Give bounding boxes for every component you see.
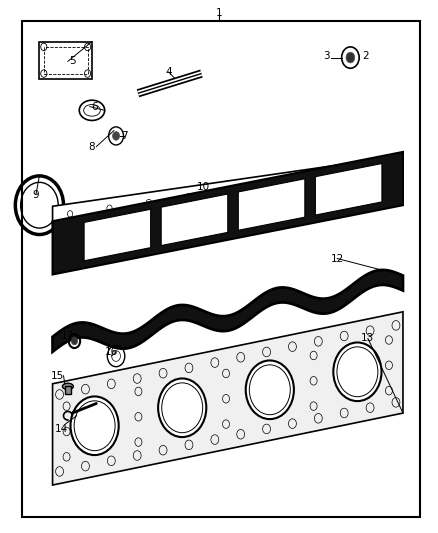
Text: 7: 7: [121, 131, 128, 141]
Text: 2: 2: [362, 51, 369, 61]
Bar: [39, 42, 92, 79]
Text: 4: 4: [165, 67, 172, 77]
Polygon shape: [53, 270, 403, 352]
Bar: [44, 47, 88, 74]
Text: 11: 11: [331, 203, 344, 213]
Text: 15: 15: [50, 371, 64, 381]
Polygon shape: [53, 156, 403, 227]
Text: 8: 8: [88, 142, 95, 151]
Ellipse shape: [62, 383, 73, 390]
Circle shape: [71, 337, 78, 345]
Text: 13: 13: [361, 334, 374, 343]
Text: 12: 12: [331, 254, 344, 263]
Text: 3: 3: [323, 51, 330, 61]
Text: 9: 9: [32, 190, 39, 199]
Text: 5: 5: [69, 56, 76, 66]
Circle shape: [333, 343, 381, 401]
Polygon shape: [315, 164, 382, 215]
Text: 6: 6: [91, 102, 98, 111]
Polygon shape: [53, 152, 403, 274]
Circle shape: [71, 397, 119, 455]
Bar: [65, 386, 71, 394]
Text: 1: 1: [215, 9, 223, 18]
Text: 14: 14: [55, 424, 68, 434]
Text: 16: 16: [105, 347, 118, 357]
Text: 17: 17: [61, 331, 74, 341]
Polygon shape: [238, 179, 305, 230]
Circle shape: [346, 52, 355, 63]
Polygon shape: [53, 312, 403, 485]
Circle shape: [113, 132, 120, 140]
Circle shape: [246, 360, 294, 419]
Polygon shape: [161, 194, 228, 246]
Polygon shape: [84, 209, 151, 261]
Text: 10: 10: [197, 182, 210, 191]
Circle shape: [158, 378, 206, 437]
